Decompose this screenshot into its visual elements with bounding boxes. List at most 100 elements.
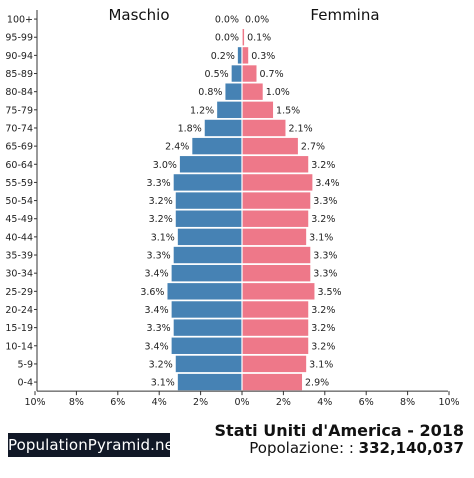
female-pct-label: 3.2% xyxy=(311,341,335,352)
female-pct-label: 3.3% xyxy=(313,251,337,262)
male-pct-label: 3.1% xyxy=(151,232,175,243)
female-pct-label: 3.2% xyxy=(311,323,335,334)
country-year-title: Stati Uniti d'America - 2018 xyxy=(214,421,464,440)
age-group-label: 55-59 xyxy=(5,178,33,189)
female-pct-label: 2.7% xyxy=(301,142,325,153)
male-bar-20-24 xyxy=(171,301,242,318)
male-bar-90-94 xyxy=(237,47,242,64)
male-bar-5-9 xyxy=(175,355,242,373)
female-bar-40-44 xyxy=(242,228,307,246)
female-bar-75-79 xyxy=(242,101,274,119)
x-tick-label: 4% xyxy=(152,397,167,408)
female-pct-label: 1.0% xyxy=(266,87,290,98)
male-pct-label: 0.8% xyxy=(198,87,222,98)
age-group-label: 45-49 xyxy=(5,214,33,225)
male-pct-label: 3.6% xyxy=(140,287,164,298)
male-bar-60-64 xyxy=(179,156,242,173)
male-pct-label: 0.5% xyxy=(205,69,229,80)
x-tick-label: 6% xyxy=(110,397,125,408)
female-bar-10-14 xyxy=(242,337,309,354)
male-pct-label: 3.3% xyxy=(147,251,171,262)
male-pct-label: 0.2% xyxy=(211,51,235,62)
female-bar-85-89 xyxy=(242,65,257,82)
age-group-label: 95-99 xyxy=(5,33,33,44)
age-group-label: 75-79 xyxy=(5,105,33,116)
male-bar-85-89 xyxy=(231,65,242,82)
age-group-label: 20-24 xyxy=(5,305,33,316)
age-group-label: 80-84 xyxy=(5,87,33,98)
age-group-label: 30-34 xyxy=(5,269,33,280)
male-bar-65-69 xyxy=(192,137,242,155)
age-group-label: 5-9 xyxy=(17,359,33,370)
female-pct-label: 3.3% xyxy=(313,269,337,280)
female-bar-50-54 xyxy=(242,192,311,209)
population-pyramid-chart: Maschio Femmina 0.0% 0.0% 100+ 0.0% 0.1% 95-9… xyxy=(5,6,460,408)
female-bar-20-24 xyxy=(242,301,309,318)
age-group-label: 65-69 xyxy=(5,142,33,153)
brand-logo: PopulationPyramid.net xyxy=(8,433,180,457)
female-bar-35-39 xyxy=(242,246,311,264)
population-line: Popolazione: : 332,140,037 xyxy=(249,439,464,457)
female-bar-5-9 xyxy=(242,355,307,373)
x-tick-label: 2% xyxy=(193,397,208,408)
male-pct-label: 3.4% xyxy=(144,305,168,316)
x-tick-label: 10% xyxy=(438,397,459,408)
female-pct-label: 3.2% xyxy=(311,214,335,225)
x-tick-label: 8% xyxy=(400,397,415,408)
age-group-label: 10-14 xyxy=(5,341,33,352)
male-pct-label: 3.3% xyxy=(147,178,171,189)
female-pct-label: 0.0% xyxy=(245,15,269,26)
female-pct-label: 0.7% xyxy=(259,69,283,80)
female-bar-80-84 xyxy=(242,83,263,100)
male-bar-10-14 xyxy=(171,337,242,354)
age-group-label: 90-94 xyxy=(5,51,33,62)
male-bar-75-79 xyxy=(217,101,242,119)
x-tick-label: 6% xyxy=(359,397,374,408)
x-tick-label: 10% xyxy=(24,397,45,408)
x-axis: 10% 10% 8% 8% 6% 6% 4% 4% 2% 2% 0% xyxy=(24,10,460,408)
x-tick-label: 2% xyxy=(276,397,291,408)
female-bar-25-29 xyxy=(242,283,315,300)
female-bar-15-19 xyxy=(242,319,309,336)
male-pct-label: 3.2% xyxy=(149,196,173,207)
x-tick-label: 8% xyxy=(69,397,84,408)
female-pct-label: 3.1% xyxy=(309,359,333,370)
x-tick-label: 0% xyxy=(234,397,249,408)
male-bar-70-74 xyxy=(204,119,242,137)
male-pct-label: 3.2% xyxy=(149,359,173,370)
age-group-label: 50-54 xyxy=(5,196,33,207)
male-bar-15-19 xyxy=(173,319,242,336)
age-group-label: 0-4 xyxy=(17,378,33,389)
female-bar-30-34 xyxy=(242,264,311,282)
male-bar-0-4 xyxy=(177,373,242,391)
male-pct-label: 3.4% xyxy=(144,341,168,352)
male-bar-40-44 xyxy=(177,228,242,246)
female-pct-label: 3.4% xyxy=(315,178,339,189)
age-group-label: 25-29 xyxy=(5,287,33,298)
age-group-label: 40-44 xyxy=(5,232,33,243)
age-group-label: 15-19 xyxy=(5,323,33,334)
female-pct-label: 2.1% xyxy=(288,123,312,134)
male-pct-label: 0.0% xyxy=(215,33,239,44)
female-pct-label: 3.2% xyxy=(311,305,335,316)
male-bar-25-29 xyxy=(167,283,242,300)
male-bar-55-59 xyxy=(173,174,242,191)
female-bar-90-94 xyxy=(242,47,249,64)
female-bar-95-99 xyxy=(242,29,245,46)
female-pct-label: 0.3% xyxy=(251,51,275,62)
male-pct-label: 3.3% xyxy=(147,323,171,334)
male-pct-label: 3.2% xyxy=(149,214,173,225)
male-pct-label: 1.8% xyxy=(178,123,202,134)
male-pct-label: 2.4% xyxy=(165,142,189,153)
male-pct-label: 3.1% xyxy=(151,378,175,389)
male-pct-label: 3.0% xyxy=(153,160,177,171)
female-side-label: Femmina xyxy=(310,6,379,24)
female-pct-label: 3.3% xyxy=(313,196,337,207)
male-bar-45-49 xyxy=(175,210,242,227)
female-pct-label: 1.5% xyxy=(276,105,300,116)
female-pct-label: 2.9% xyxy=(305,378,329,389)
bars-group: 0.0% 0.0% 100+ 0.0% 0.1% 95-99 0.2% 0.3% 90-94 0.… xyxy=(5,10,342,392)
age-group-label: 85-89 xyxy=(5,69,33,80)
population-label: Popolazione: : xyxy=(249,439,354,457)
female-pct-label: 3.1% xyxy=(309,232,333,243)
